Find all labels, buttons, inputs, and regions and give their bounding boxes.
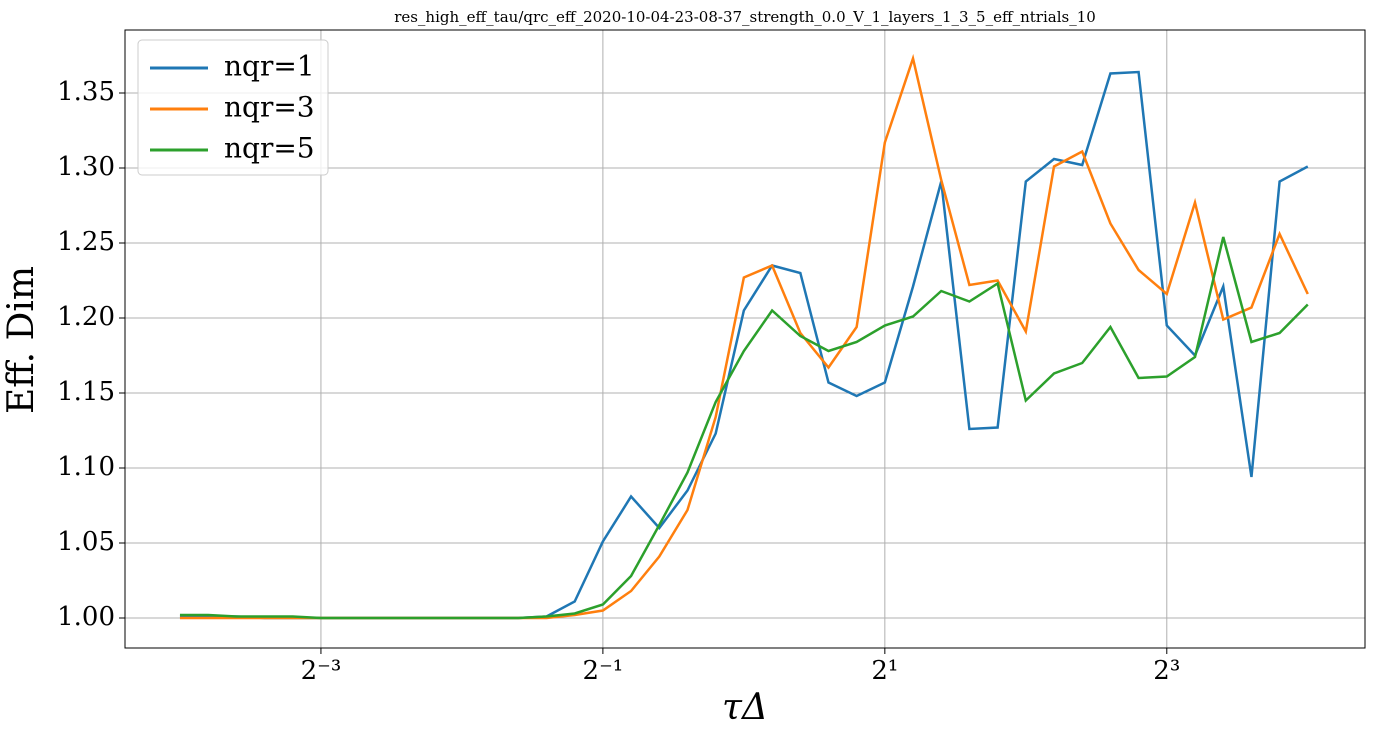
plot-frame xyxy=(124,29,1366,649)
x-axis-label: τΔ xyxy=(722,687,768,728)
chart-title: res_high_eff_tau/qrc_eff_2020-10-04-23-0… xyxy=(394,8,1096,26)
y-tick-label: 1.15 xyxy=(57,377,115,407)
y-tick-label: 1.25 xyxy=(57,227,115,257)
y-tick-label: 1.10 xyxy=(57,452,115,482)
y-tick-label: 1.35 xyxy=(57,77,115,107)
y-tick-label: 1.30 xyxy=(57,152,115,182)
y-axis-label: Eff. Dim xyxy=(1,266,42,414)
legend-box xyxy=(137,39,329,176)
legend-label: nqr=5 xyxy=(224,132,315,165)
x-tick-label: 2¹ xyxy=(871,656,898,686)
x-tick-label: 2⁻¹ xyxy=(583,656,624,686)
y-tick-label: 1.20 xyxy=(57,302,115,332)
legend-label: nqr=1 xyxy=(224,50,315,83)
y-tick-label: 1.00 xyxy=(57,602,115,632)
y-tick-label: 1.05 xyxy=(57,527,115,557)
legend-label: nqr=3 xyxy=(224,91,315,124)
line-series xyxy=(179,53,1309,620)
x-tick-label: 2⁻³ xyxy=(301,656,342,686)
line-series xyxy=(179,70,1309,620)
line-series xyxy=(179,236,1309,620)
x-tick-label: 2³ xyxy=(1153,656,1180,686)
